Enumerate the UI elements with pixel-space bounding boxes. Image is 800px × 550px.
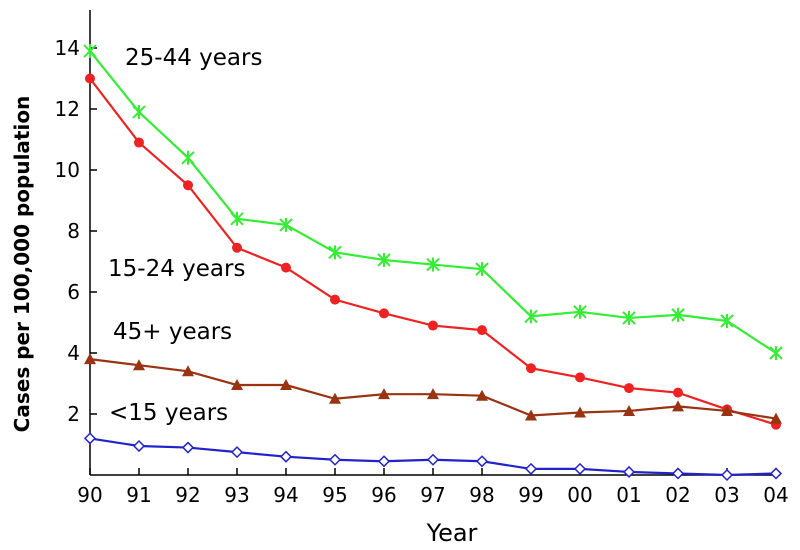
data-point (134, 137, 144, 148)
data-point (623, 404, 635, 416)
data-point (622, 310, 636, 325)
data-point (85, 73, 95, 84)
data-point (673, 387, 683, 398)
y-tick-label: 8 (67, 219, 80, 243)
series-label-15-24: 15-24 years (108, 256, 245, 282)
series-2 (84, 353, 782, 424)
data-point (280, 379, 292, 391)
data-point (132, 439, 146, 453)
data-point (574, 406, 586, 418)
data-point (573, 462, 587, 475)
data-point (330, 294, 340, 305)
y-tick-label: 10 (55, 158, 80, 182)
series-label-45plus: 45+ years (113, 319, 232, 345)
series-label-25-44: 25-44 years (125, 45, 262, 71)
data-point (525, 409, 537, 421)
data-point (328, 245, 342, 260)
data-point (379, 308, 389, 319)
x-tick-label: 90 (77, 483, 102, 507)
data-point (671, 467, 685, 480)
data-point (426, 257, 440, 272)
data-point (426, 453, 440, 466)
data-point (671, 307, 685, 322)
data-point (133, 359, 145, 371)
x-tick-label: 98 (469, 483, 494, 507)
series-1 (85, 73, 781, 430)
data-point (524, 462, 538, 475)
series-line (89, 50, 777, 354)
series-layer (83, 44, 783, 482)
data-point (770, 412, 782, 424)
data-point (230, 211, 244, 226)
x-tick-label: 92 (175, 483, 200, 507)
data-point (279, 450, 293, 463)
y-tick-label: 14 (55, 36, 80, 60)
data-point (328, 453, 342, 466)
data-point (84, 353, 96, 365)
x-tick-label: 93 (224, 483, 249, 507)
data-point (183, 180, 193, 191)
data-point (428, 320, 438, 331)
data-point (182, 365, 194, 377)
data-point (720, 313, 734, 328)
data-point (378, 388, 390, 400)
data-point (181, 441, 195, 454)
x-tick-label: 01 (616, 483, 641, 507)
data-point (281, 262, 291, 273)
series-0 (83, 44, 783, 360)
data-point (377, 455, 391, 468)
x-tick-label: 96 (371, 483, 396, 507)
data-point (476, 389, 488, 401)
data-point (132, 105, 146, 120)
data-point (477, 325, 487, 336)
data-point (720, 468, 734, 482)
data-point (524, 309, 538, 324)
x-tick-label: 00 (567, 483, 592, 507)
data-point (232, 242, 242, 253)
data-point (377, 252, 391, 267)
data-point (769, 346, 783, 360)
data-point (279, 217, 293, 232)
x-axis-title: Year (426, 519, 478, 547)
x-tick-label: 04 (763, 483, 788, 507)
x-tick-label: 94 (273, 483, 298, 507)
data-point (721, 404, 733, 416)
x-tick-label: 02 (665, 483, 690, 507)
data-point (526, 363, 536, 374)
y-tick-label: 12 (55, 97, 80, 121)
data-point (475, 262, 489, 277)
data-point (475, 455, 489, 468)
y-axis-title: Cases per 100,000 population (10, 96, 34, 433)
data-point (329, 392, 341, 404)
data-point (672, 400, 684, 412)
axes (89, 10, 780, 476)
x-tick-label: 91 (126, 483, 151, 507)
data-point (575, 372, 585, 383)
data-point (83, 44, 97, 59)
y-tick-label: 2 (67, 402, 80, 426)
data-point (83, 432, 97, 445)
data-point (230, 446, 244, 459)
x-tick-label: 03 (714, 483, 739, 507)
series-3 (83, 432, 783, 482)
data-point (769, 467, 783, 480)
data-point (181, 150, 195, 165)
ticks: 2 4 6 8 10 12 14 90 91 92 93 94 95 96 97 98 99 00 01 02 03 04 (55, 36, 789, 507)
y-tick-label: 4 (67, 341, 80, 365)
y-tick-label: 6 (67, 280, 80, 304)
x-tick-label: 99 (518, 483, 543, 507)
series-label-under-15: <15 years (109, 400, 228, 426)
data-point (573, 304, 587, 319)
data-point (231, 379, 243, 391)
data-point (427, 388, 439, 400)
x-tick-label: 95 (322, 483, 347, 507)
x-tick-label: 97 (420, 483, 445, 507)
data-point (622, 465, 636, 479)
data-point (624, 383, 634, 394)
